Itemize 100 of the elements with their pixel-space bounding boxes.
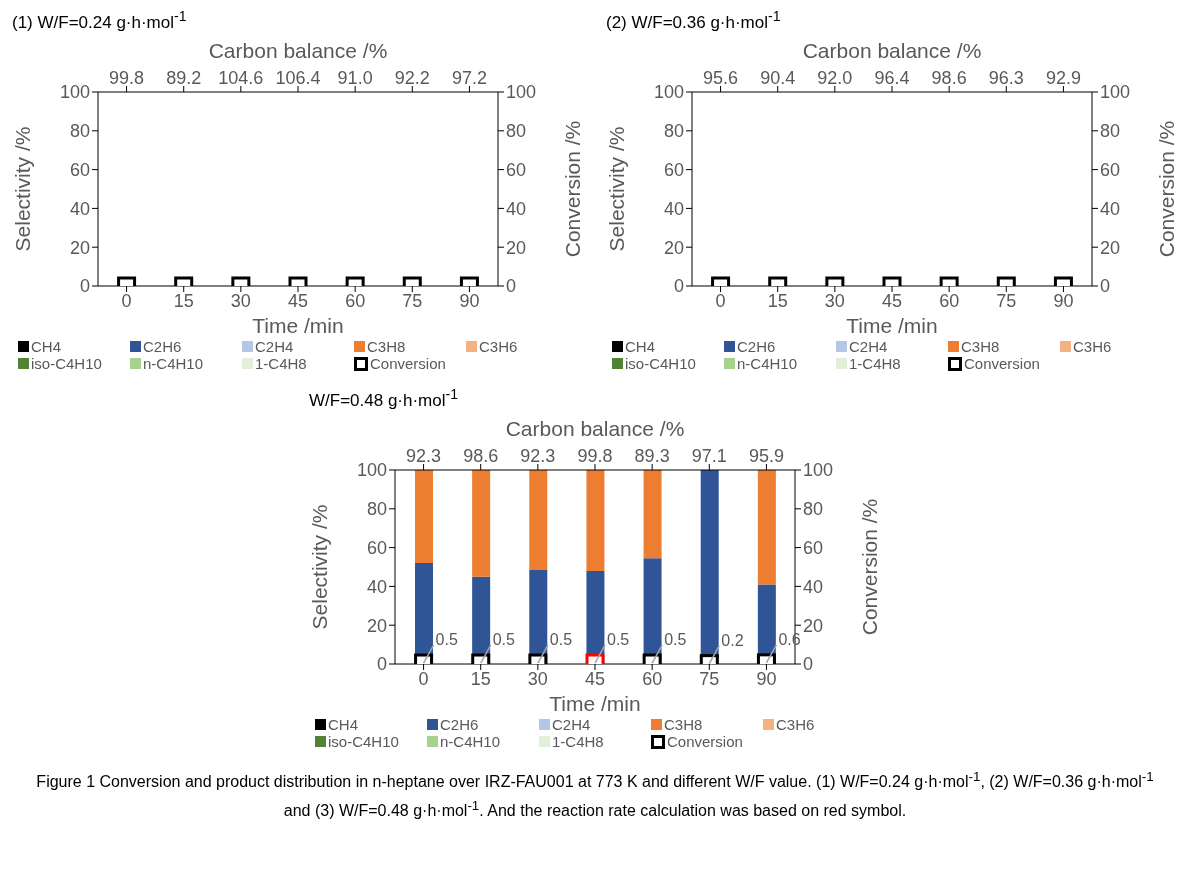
text: 97.1 (691, 446, 727, 466)
text: 95.6 (703, 68, 739, 88)
x-tick-label: 90 (459, 290, 480, 311)
legend-label: C3H8 (367, 338, 406, 355)
bar (415, 470, 433, 564)
y-tick-label: 100 (356, 460, 387, 481)
y2-tick-label: 40 (506, 198, 527, 219)
x-tick-label: 90 (1053, 290, 1074, 311)
chart-title: (1) W/F=0.24 g·h·mol$^{-1}$ (12, 8, 188, 34)
y-tick-label: 40 (663, 198, 684, 219)
text: 91.0 (337, 68, 373, 88)
x-tick-label: 30 (230, 290, 251, 311)
chart-title: (2) W/F=0.36 g·h·mol$^{-1}$ (606, 8, 782, 34)
legend-label: C2H4 (849, 338, 888, 355)
bar (643, 470, 662, 559)
y-axis-title: Selectivity /% (11, 126, 35, 252)
legend-label: C3H6 (479, 338, 518, 355)
x-axis-title: Time /min (846, 314, 938, 337)
x2-axis-title: Carbon balance /% (505, 416, 685, 440)
y-tick-label: 0 (673, 276, 684, 297)
text: 90.4 (760, 68, 796, 88)
legend-label: n-C4H10 (143, 355, 204, 372)
legend-label: C2H4 (255, 338, 294, 355)
x-tick-label: 75 (996, 290, 1017, 311)
y2-axis-title: Conversion /% (561, 120, 585, 258)
y2-tick-label: 100 (1100, 82, 1131, 103)
y2-tick-label: 20 (506, 237, 527, 258)
legend-label: CH4 (328, 716, 359, 733)
text: 99.8 (577, 446, 613, 466)
text: 95.9 (748, 446, 784, 466)
legend-label: iso-C4H10 (625, 355, 696, 372)
x-tick-label: 45 (881, 290, 903, 311)
legend-label: 1-C4H8 (849, 355, 901, 372)
data-label: 0.2 (721, 631, 744, 649)
legend-label: 1-C4H8 (552, 733, 604, 750)
y2-tick-label: 100 (506, 82, 537, 103)
y2-tick-label: 80 (803, 499, 824, 520)
text: 89.3 (634, 446, 670, 466)
data-label: 0.5 (549, 631, 573, 649)
y2-tick-label: 20 (803, 615, 824, 636)
x2-axis-title: Carbon balance /% (208, 38, 388, 62)
x-tick-label: 45 (287, 290, 309, 311)
x-tick-label: 30 (824, 290, 845, 311)
y-tick-label: 40 (69, 198, 90, 219)
data-label: 0.5 (492, 631, 516, 649)
y-tick-label: 0 (376, 654, 387, 675)
y-tick-label: 80 (366, 499, 387, 520)
text: 92.3 (520, 446, 556, 466)
legend-label: Conversion (370, 355, 446, 372)
x-tick-label: 15 (173, 290, 194, 311)
legend-label: iso-C4H10 (328, 733, 399, 750)
text: 92.2 (394, 68, 430, 88)
legend-label: C3H8 (664, 716, 703, 733)
legend-label: C2H4 (552, 716, 591, 733)
legend-label: C2H6 (737, 338, 776, 355)
x-tick-label: 60 (642, 668, 663, 689)
x-tick-label: 15 (767, 290, 788, 311)
y-tick-label: 20 (663, 237, 684, 258)
legend-label: CH4 (31, 338, 62, 355)
y2-tick-label: 40 (1100, 198, 1121, 219)
x2-axis-title: Carbon balance /% (802, 38, 982, 62)
bar (472, 470, 491, 577)
legend-label: CH4 (625, 338, 656, 355)
legend-label: Conversion (667, 733, 743, 750)
legend-label: C2H6 (143, 338, 182, 355)
y-tick-label: 100 (653, 82, 684, 103)
y2-tick-label: 60 (803, 537, 824, 558)
legend-label: C2H6 (440, 716, 479, 733)
text: 92.3 (406, 446, 442, 466)
x-axis-title: Time /min (252, 314, 344, 337)
y2-tick-label: 60 (1100, 159, 1121, 180)
text: 104.6 (218, 68, 264, 88)
x-tick-label: 0 (121, 290, 132, 311)
x-tick-label: 45 (584, 668, 606, 689)
y-tick-label: 60 (663, 159, 684, 180)
x-tick-label: 0 (715, 290, 726, 311)
y-tick-label: 80 (69, 121, 90, 142)
data-label: 0.5 (664, 631, 687, 649)
y2-tick-label: 40 (803, 576, 824, 597)
legend-label: n-C4H10 (440, 733, 501, 750)
y-tick-label: 0 (79, 276, 90, 297)
x-tick-label: 60 (345, 290, 366, 311)
legend-label: C3H6 (1073, 338, 1112, 355)
text: 98.6 (463, 446, 499, 466)
text: Figure 1 Conversion and product distribution in n-heptane over IRZ-FAU001 at 773 K and different W/F value. (1) W/F=0.24 g·h·mol$^{-1}$, (2) W/F=0.36 g·h·mol$^{-1}$ and (3) W/F=0.48 g·h·mol$^{-1}$. And the reaction rate calculation was based on red symbol. (36, 769, 1154, 820)
text: 98.6 (931, 68, 967, 88)
data-label: 0.5 (435, 631, 458, 649)
y2-axis-title: Conversion /% (858, 498, 882, 636)
y-axis-title: Selectivity /% (605, 126, 629, 252)
legend-label: iso-C4H10 (31, 355, 102, 372)
x-tick-label: 90 (756, 668, 777, 689)
y-tick-label: 20 (69, 237, 90, 258)
x-tick-label: 0 (418, 668, 429, 689)
data-label: 0.5 (607, 631, 630, 649)
legend-label: C3H8 (961, 338, 1000, 355)
bar (529, 470, 548, 570)
y2-tick-label: 0 (506, 276, 517, 297)
legend-label: C3H6 (776, 716, 815, 733)
y2-axis-title: Conversion /% (1155, 120, 1179, 258)
y-tick-label: 60 (69, 159, 90, 180)
